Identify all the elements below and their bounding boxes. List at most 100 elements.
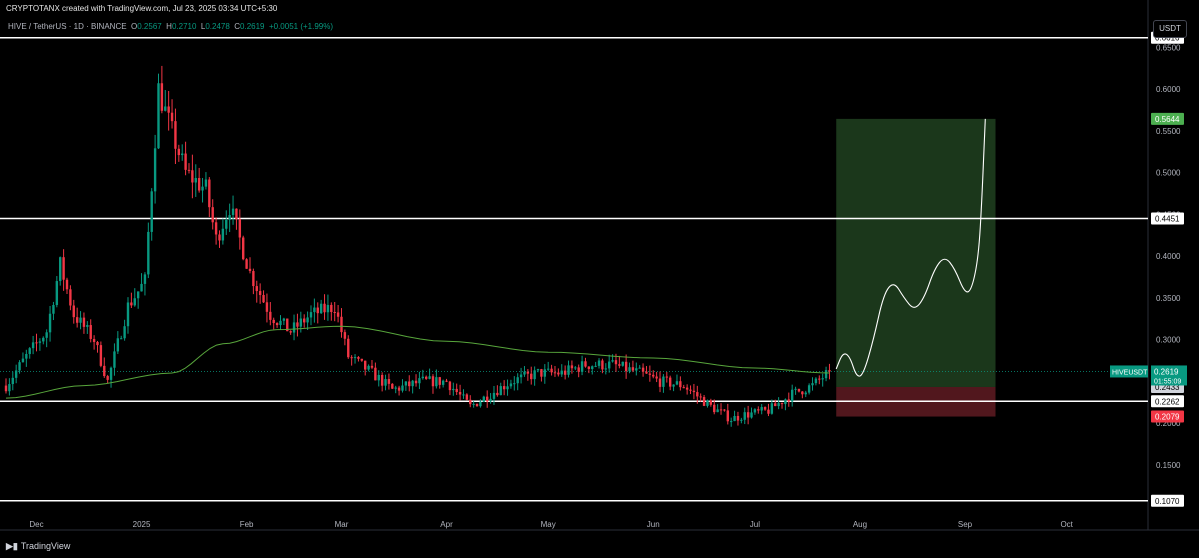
candle-body — [767, 409, 770, 414]
candle-body — [208, 179, 211, 208]
candle-body — [116, 338, 120, 352]
x-tick-label: Sep — [958, 520, 973, 529]
candle-body — [652, 374, 655, 377]
candle-body — [713, 404, 716, 413]
open-value: 0.2567 — [137, 22, 162, 31]
candle-body — [584, 361, 587, 367]
candle-body — [160, 83, 164, 111]
candle-body — [611, 360, 614, 362]
candle-body — [82, 317, 86, 327]
candle-body — [635, 368, 638, 371]
profit-zone — [836, 118, 996, 387]
candle-body — [814, 378, 818, 384]
x-tick-label: Mar — [335, 520, 349, 529]
candle-body — [333, 311, 336, 313]
candle-body — [109, 367, 113, 380]
candle-body — [448, 381, 452, 391]
candle-body — [797, 388, 801, 392]
candle-body — [790, 389, 794, 402]
candle-body — [621, 361, 624, 366]
candle-body — [502, 386, 506, 390]
candle-body — [740, 419, 743, 421]
x-tick-label: Aug — [853, 520, 867, 529]
candle-body — [197, 178, 201, 191]
candle-body — [777, 403, 780, 407]
candle-body — [11, 377, 14, 385]
candle-body — [367, 365, 370, 370]
candle-body — [638, 367, 641, 369]
candle-body — [140, 283, 143, 292]
high-value: 0.2710 — [171, 22, 197, 31]
candle-body — [492, 392, 496, 399]
candle-body — [52, 304, 55, 314]
level-price-label-bg — [1151, 494, 1184, 507]
candle-body — [99, 345, 103, 366]
candle-body — [418, 378, 421, 384]
moving-average-line — [5, 325, 830, 399]
candle-body — [692, 390, 696, 393]
candle-body — [455, 388, 458, 393]
tradingview-logo-icon: ▶▮ — [6, 541, 18, 551]
y-tick-label: 0.6000 — [1156, 85, 1181, 94]
tradingview-logo[interactable]: ▶▮ TradingView — [6, 541, 70, 552]
candle-body — [92, 338, 96, 342]
candle-body — [299, 318, 303, 327]
y-tick-label: 0.3000 — [1156, 336, 1181, 345]
candle-body — [330, 304, 333, 312]
candle-body — [519, 374, 523, 378]
candle-body — [804, 392, 807, 395]
candle-body — [685, 387, 689, 390]
x-tick-label: Dec — [29, 520, 43, 529]
candle-body — [648, 373, 652, 375]
candle-body — [408, 381, 411, 387]
candle-body — [191, 170, 194, 183]
level-price-label: 0.2262 — [1155, 397, 1180, 406]
candle-body — [292, 322, 296, 333]
target-price-label-bg — [1151, 112, 1184, 125]
candle-body — [157, 83, 160, 149]
candle-body — [153, 148, 157, 192]
candle-body — [306, 317, 309, 323]
candle-body — [750, 412, 753, 418]
candle-body — [438, 377, 441, 385]
candle-body — [313, 307, 316, 313]
candle-body — [425, 376, 428, 379]
candle-body — [631, 367, 635, 371]
candle-body — [265, 302, 269, 312]
candle-body — [167, 106, 170, 113]
stop-price-label-bg — [1151, 410, 1184, 423]
candle-body — [614, 360, 618, 365]
candle-body — [821, 378, 824, 380]
candle-body — [560, 370, 563, 375]
candle-body — [682, 387, 685, 389]
candle-body — [150, 191, 153, 232]
candle-body — [577, 367, 580, 372]
candle-body — [431, 376, 435, 387]
candle-body — [628, 367, 631, 372]
currency-button[interactable]: USDT — [1153, 20, 1187, 38]
candle-body — [75, 317, 79, 323]
candle-body — [357, 357, 360, 359]
candle-body — [465, 394, 469, 400]
candle-body — [336, 312, 340, 317]
candle-body — [658, 378, 662, 387]
x-tick-label: Jul — [750, 520, 760, 529]
candle-body — [286, 318, 289, 332]
candle-body — [45, 332, 48, 338]
stop-price-label: 0.2079 — [1155, 413, 1180, 422]
candle-body — [347, 338, 350, 358]
candle-body — [28, 348, 31, 354]
candle-body — [103, 365, 106, 377]
candle-body — [218, 234, 221, 241]
candle-body — [533, 370, 536, 380]
candle-body — [309, 312, 313, 318]
candle-body — [699, 396, 702, 398]
y-tick-label: 0.2000 — [1156, 419, 1181, 428]
candle-body — [282, 318, 286, 321]
candle-body — [279, 320, 282, 326]
candle-body — [689, 389, 692, 391]
candle-body — [380, 374, 384, 386]
candle-body — [557, 372, 560, 375]
